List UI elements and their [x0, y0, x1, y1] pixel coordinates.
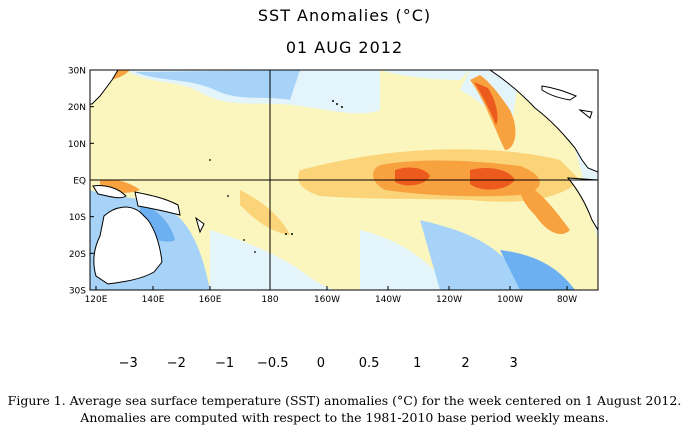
colorbar-tick-label: −3 [118, 356, 138, 371]
colorbar-tick-label: −2 [166, 356, 186, 371]
island-marks [209, 100, 343, 253]
map-date: 01 AUG 2012 [285, 38, 404, 57]
lat-label: EQ [73, 177, 86, 187]
anomaly-field [90, 70, 598, 290]
longitude-axis: 120E 140E 160E 180 160W 140W 120W 100W 80W [85, 286, 577, 305]
colorbar-tick-label: 0.5 [358, 356, 380, 371]
lon-label: 180 [261, 295, 278, 305]
colorbar-tick-label: 2 [461, 356, 470, 371]
colorbar-tick-label: −1 [214, 356, 235, 371]
sst-anomaly-map: 30N 20N 10N EQ 10S 20S 30S 120E 140E 160E 180 160W… [68, 67, 611, 356]
lon-label: 160W [314, 295, 340, 305]
lon-label: 120E [85, 295, 108, 305]
colorbar-tick-label: 1 [413, 356, 422, 371]
latitude-axis: 30N 20N 10N EQ 10S 20S 30S [68, 67, 94, 297]
lon-label: 120W [436, 295, 462, 305]
lat-label: 30N [68, 67, 86, 77]
colorbar-tick-label: 0 [316, 356, 326, 371]
figure-caption: Figure 1. Average sea surface temperatur… [7, 393, 682, 425]
lat-label: 20S [69, 250, 86, 260]
map-title: SST Anomalies (°C) [257, 6, 432, 25]
lat-label: 20N [68, 103, 86, 113]
colorbar-tick-label: −0.5 [256, 356, 289, 371]
colorbar-tick-label: 3 [509, 356, 518, 371]
lat-label: 30S [69, 287, 86, 297]
lon-label: 140E [142, 295, 165, 305]
lon-label: 80W [557, 295, 577, 305]
land-masses [90, 70, 598, 285]
lon-label: 140W [375, 295, 401, 305]
lon-label: 160E [199, 295, 222, 305]
lat-label: 10S [69, 213, 86, 223]
lon-label: 100W [497, 295, 523, 305]
lat-label: 10N [68, 140, 86, 150]
